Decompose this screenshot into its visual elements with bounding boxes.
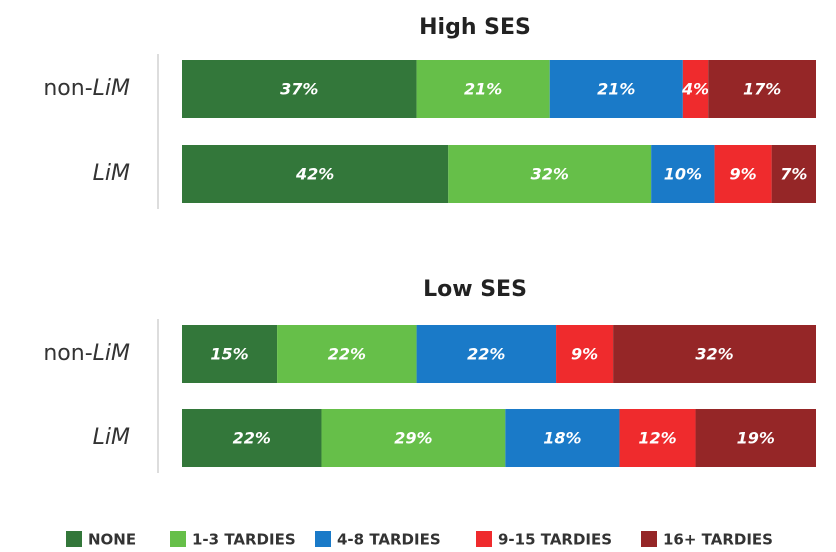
bar-segment xyxy=(321,409,506,467)
bar-segment xyxy=(416,325,557,383)
bar-segment xyxy=(277,325,417,383)
chart-title: High SES xyxy=(419,15,531,40)
value-label: 4% xyxy=(681,80,709,99)
bar-segment xyxy=(182,60,417,118)
legend-swatch xyxy=(170,531,186,547)
legend-swatch xyxy=(315,531,331,547)
bar-segment xyxy=(448,145,652,203)
bar-segment xyxy=(556,325,614,383)
legend-label: 9-15 TARDIES xyxy=(498,531,612,549)
category-label: LiM xyxy=(93,161,130,186)
bar-segment xyxy=(714,145,772,203)
bar-segment xyxy=(182,145,449,203)
value-label: 32% xyxy=(695,345,733,364)
legend-swatch xyxy=(476,531,492,547)
value-label: 42% xyxy=(295,165,334,184)
value-label: 10% xyxy=(664,165,702,184)
value-label: 12% xyxy=(638,429,676,448)
value-label: 7% xyxy=(780,165,807,184)
bar-segment xyxy=(771,145,816,203)
value-label: 18% xyxy=(543,429,581,448)
value-label: 29% xyxy=(394,429,432,448)
value-label: 22% xyxy=(467,345,505,364)
value-label: 21% xyxy=(597,80,635,99)
bar-segment xyxy=(695,409,816,467)
value-label: 15% xyxy=(210,345,248,364)
bar-segment xyxy=(549,60,683,118)
legend-label: 1-3 TARDIES xyxy=(192,531,296,549)
value-label: 22% xyxy=(328,345,366,364)
value-label: 17% xyxy=(743,80,781,99)
category-label: non-LiM xyxy=(43,76,130,101)
bar-segment xyxy=(651,145,715,203)
bar-segment xyxy=(619,409,696,467)
value-label: 21% xyxy=(464,80,502,99)
legend-label: 4-8 TARDIES xyxy=(337,531,441,549)
bar-segment xyxy=(505,409,620,467)
bar-segment xyxy=(416,60,550,118)
category-label: non-LiM xyxy=(43,341,130,366)
bar-segment xyxy=(613,325,816,383)
chart-title: Low SES xyxy=(423,277,527,302)
legend-swatch xyxy=(641,531,657,547)
legend-label: 16+ TARDIES xyxy=(663,531,773,549)
value-label: 19% xyxy=(737,429,775,448)
value-label: 22% xyxy=(233,429,271,448)
bar-segment xyxy=(182,409,322,467)
category-label: LiM xyxy=(93,425,130,450)
bar-segment xyxy=(682,60,709,118)
value-label: 9% xyxy=(730,165,757,184)
legend-swatch xyxy=(66,531,82,547)
value-label: 9% xyxy=(571,345,598,364)
bar-segment xyxy=(182,325,278,383)
bar-segment xyxy=(708,60,816,118)
legend-label: NONE xyxy=(88,531,136,549)
value-label: 37% xyxy=(280,80,318,99)
value-label: 32% xyxy=(531,165,569,184)
